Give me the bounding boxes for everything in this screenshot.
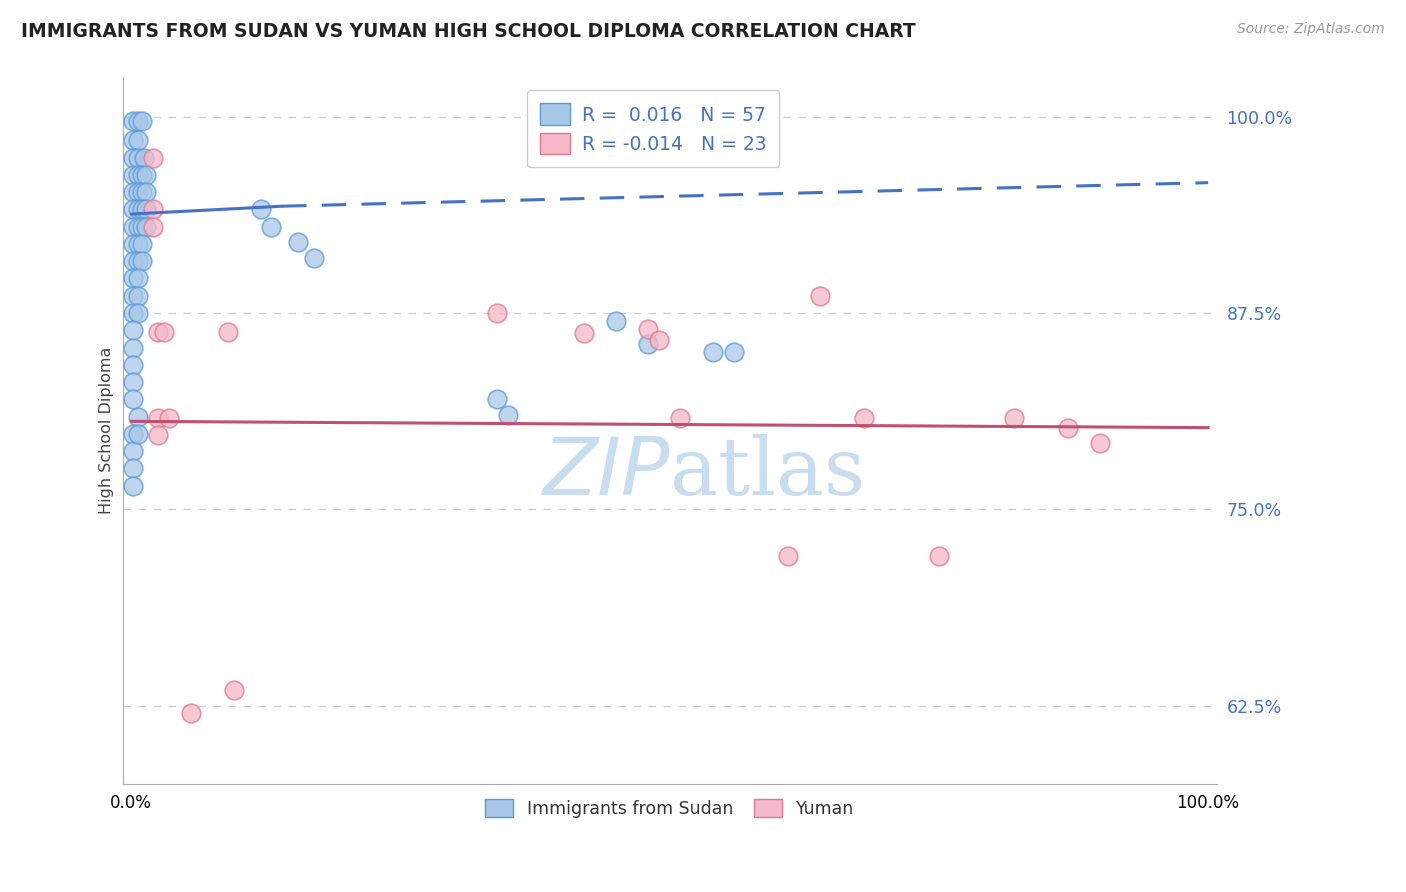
Point [127, 271, 149, 285]
Point [928, 549, 950, 564]
Point [122, 426, 145, 441]
Point [127, 168, 149, 182]
Point [1002, 411, 1025, 425]
Point [605, 314, 627, 328]
Point [135, 185, 157, 199]
Point [131, 168, 153, 182]
Point [572, 326, 595, 341]
Point [217, 325, 239, 339]
Point [122, 271, 145, 285]
Point [142, 151, 165, 165]
Point [131, 254, 153, 268]
Point [122, 461, 145, 475]
Point [669, 411, 692, 425]
Point [131, 114, 153, 128]
Point [304, 251, 326, 265]
Text: atlas: atlas [669, 434, 865, 512]
Point [142, 202, 165, 217]
Point [486, 306, 509, 320]
Point [122, 185, 145, 199]
Point [122, 358, 145, 372]
Point [157, 411, 180, 425]
Point [180, 706, 202, 721]
Point [127, 185, 149, 199]
Point [127, 114, 149, 128]
Point [287, 235, 309, 250]
Point [122, 323, 145, 337]
Point [127, 409, 149, 424]
Point [152, 325, 174, 339]
Text: IMMIGRANTS FROM SUDAN VS YUMAN HIGH SCHOOL DIPLOMA CORRELATION CHART: IMMIGRANTS FROM SUDAN VS YUMAN HIGH SCHO… [21, 22, 915, 41]
Point [127, 289, 149, 303]
Point [148, 428, 170, 442]
Point [135, 219, 157, 234]
Point [122, 479, 145, 493]
Point [122, 254, 145, 268]
Point [127, 151, 149, 165]
Point [122, 236, 145, 251]
Point [135, 168, 157, 182]
Point [122, 151, 145, 165]
Point [127, 202, 149, 217]
Point [723, 345, 745, 359]
Point [148, 411, 170, 425]
Text: Source: ZipAtlas.com: Source: ZipAtlas.com [1237, 22, 1385, 37]
Point [131, 202, 153, 217]
Legend: Immigrants from Sudan, Yuman: Immigrants from Sudan, Yuman [478, 792, 860, 825]
Point [134, 151, 156, 165]
Point [131, 236, 153, 251]
Point [648, 333, 671, 347]
Point [127, 133, 149, 147]
Point [778, 549, 800, 564]
Point [127, 254, 149, 268]
Text: ZIP: ZIP [543, 434, 669, 512]
Point [122, 133, 145, 147]
Point [122, 341, 145, 355]
Point [122, 375, 145, 389]
Point [702, 345, 724, 359]
Point [810, 289, 832, 303]
Point [1090, 436, 1112, 450]
Point [122, 306, 145, 320]
Point [122, 289, 145, 303]
Point [637, 337, 659, 351]
Point [249, 202, 271, 217]
Point [122, 168, 145, 182]
Point [135, 202, 157, 217]
Point [637, 321, 659, 335]
Point [127, 236, 149, 251]
Point [127, 219, 149, 234]
Point [852, 411, 875, 425]
Point [222, 682, 245, 697]
Point [122, 202, 145, 217]
Point [127, 306, 149, 320]
Point [142, 219, 165, 234]
Point [148, 325, 170, 339]
Point [122, 392, 145, 407]
Point [122, 219, 145, 234]
Point [1057, 420, 1080, 434]
Point [260, 219, 283, 234]
Point [496, 408, 519, 422]
Y-axis label: High School Diploma: High School Diploma [100, 347, 114, 515]
Point [122, 114, 145, 128]
Point [131, 185, 153, 199]
Point [131, 219, 153, 234]
Point [486, 392, 509, 407]
Point [127, 426, 149, 441]
Point [122, 444, 145, 458]
